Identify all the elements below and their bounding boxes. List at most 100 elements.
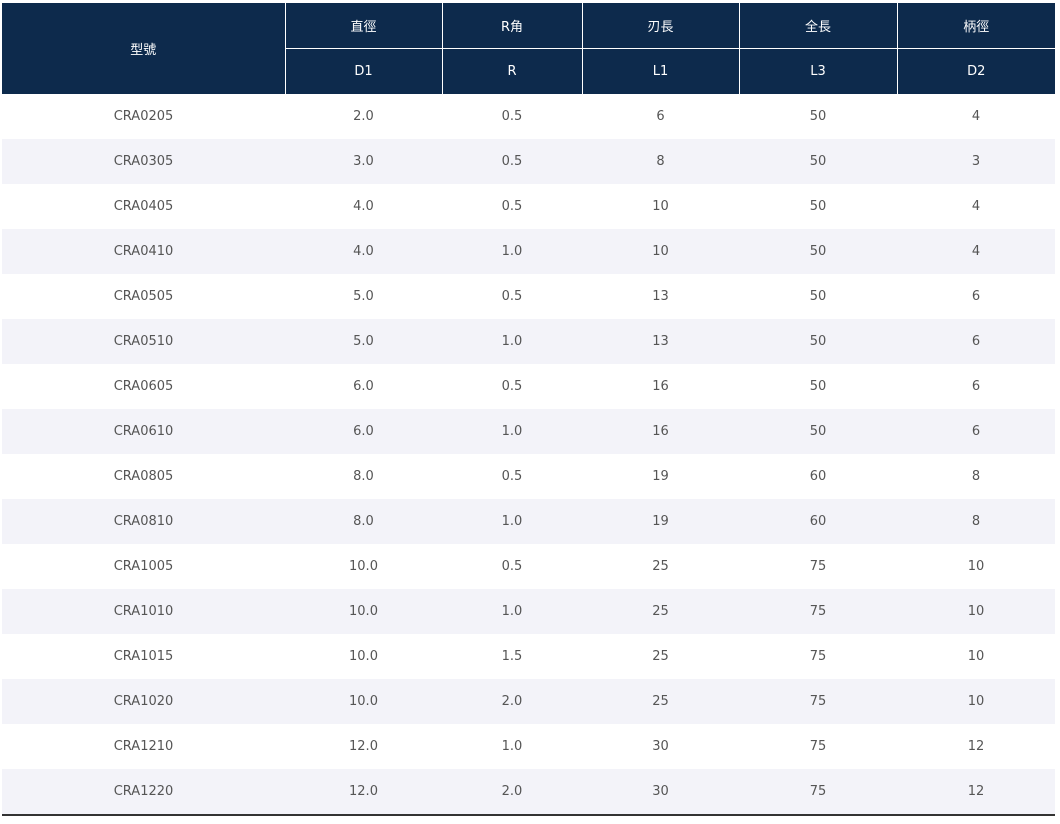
- cell-model: CRA1210: [2, 724, 285, 769]
- cell-d2: 4: [897, 94, 1055, 139]
- cell-model: CRA0610: [2, 409, 285, 454]
- cell-model: CRA1220: [2, 769, 285, 816]
- cell-d2: 10: [897, 544, 1055, 589]
- cell-l1: 6: [582, 94, 739, 139]
- cell-r: 0.5: [442, 274, 582, 319]
- cell-r: 1.0: [442, 229, 582, 274]
- cell-d2: 4: [897, 184, 1055, 229]
- cell-l3: 50: [739, 274, 897, 319]
- cell-d1: 6.0: [285, 364, 442, 409]
- table-row: CRA1210 12.0 1.0 30 75 12: [2, 724, 1055, 769]
- cell-l3: 50: [739, 139, 897, 184]
- cell-l1: 25: [582, 589, 739, 634]
- cell-d2: 6: [897, 274, 1055, 319]
- cell-l1: 10: [582, 184, 739, 229]
- table-row: CRA0505 5.0 0.5 13 50 6: [2, 274, 1055, 319]
- cell-l1: 25: [582, 679, 739, 724]
- table-row: CRA0405 4.0 0.5 10 50 4: [2, 184, 1055, 229]
- cell-l1: 13: [582, 274, 739, 319]
- cell-r: 1.5: [442, 634, 582, 679]
- cell-l1: 30: [582, 769, 739, 816]
- cell-d2: 6: [897, 409, 1055, 454]
- header-code-l1: L1: [581, 48, 739, 94]
- cell-l3: 60: [739, 499, 897, 544]
- cell-d1: 12.0: [285, 769, 442, 816]
- cell-l3: 50: [739, 364, 897, 409]
- cell-l3: 75: [739, 724, 897, 769]
- header-diameter: 直徑: [284, 3, 442, 49]
- cell-d1: 8.0: [285, 499, 442, 544]
- cell-d1: 10.0: [285, 679, 442, 724]
- cell-d2: 12: [897, 724, 1055, 769]
- cell-model: CRA0605: [2, 364, 285, 409]
- cell-l3: 75: [739, 679, 897, 724]
- cell-d1: 4.0: [285, 229, 442, 274]
- cell-model: CRA0410: [2, 229, 285, 274]
- table-row: CRA1005 10.0 0.5 25 75 10: [2, 544, 1055, 589]
- table-row: CRA0410 4.0 1.0 10 50 4: [2, 229, 1055, 274]
- cell-r: 1.0: [442, 319, 582, 364]
- cell-d1: 3.0: [285, 139, 442, 184]
- cell-l3: 75: [739, 634, 897, 679]
- cell-d2: 10: [897, 679, 1055, 724]
- cell-r: 0.5: [442, 544, 582, 589]
- cell-model: CRA0205: [2, 94, 285, 139]
- cell-model: CRA1010: [2, 589, 285, 634]
- cell-d2: 10: [897, 589, 1055, 634]
- header-overall-length: 全長: [738, 3, 897, 49]
- cell-d2: 8: [897, 454, 1055, 499]
- cell-r: 1.0: [442, 409, 582, 454]
- cell-l3: 50: [739, 409, 897, 454]
- cell-l1: 25: [582, 634, 739, 679]
- cell-l1: 10: [582, 229, 739, 274]
- cell-d1: 5.0: [285, 274, 442, 319]
- header-code-d2: D2: [896, 48, 1055, 94]
- table-row: CRA1015 10.0 1.5 25 75 10: [2, 634, 1055, 679]
- cell-model: CRA0305: [2, 139, 285, 184]
- cell-d1: 10.0: [285, 589, 442, 634]
- table-row: CRA0205 2.0 0.5 6 50 4: [2, 94, 1055, 139]
- cell-d2: 6: [897, 319, 1055, 364]
- table-row: CRA1220 12.0 2.0 30 75 12: [2, 769, 1055, 816]
- table-row: CRA0610 6.0 1.0 16 50 6: [2, 409, 1055, 454]
- cell-d2: 3: [897, 139, 1055, 184]
- cell-l1: 19: [582, 499, 739, 544]
- cell-model: CRA1020: [2, 679, 285, 724]
- cell-d2: 12: [897, 769, 1055, 816]
- cell-d1: 2.0: [285, 94, 442, 139]
- cell-l3: 50: [739, 94, 897, 139]
- cell-d1: 8.0: [285, 454, 442, 499]
- cell-r: 0.5: [442, 94, 582, 139]
- header-flute-length: 刃長: [581, 3, 739, 49]
- table-row: CRA1020 10.0 2.0 25 75 10: [2, 679, 1055, 724]
- table-row: CRA1010 10.0 1.0 25 75 10: [2, 589, 1055, 634]
- cell-l3: 50: [739, 184, 897, 229]
- cell-d2: 8: [897, 499, 1055, 544]
- cell-l3: 75: [739, 589, 897, 634]
- cell-model: CRA0405: [2, 184, 285, 229]
- cell-r: 2.0: [442, 769, 582, 816]
- header-code-r: R: [441, 48, 582, 94]
- cell-d1: 10.0: [285, 544, 442, 589]
- header-label-row: 型號 直徑 R角 刃長 全長 柄徑: [2, 3, 1055, 94]
- table-row: CRA0305 3.0 0.5 8 50 3: [2, 139, 1055, 184]
- table-row: CRA0810 8.0 1.0 19 60 8: [2, 499, 1055, 544]
- cell-model: CRA0510: [2, 319, 285, 364]
- cell-r: 2.0: [442, 679, 582, 724]
- cell-r: 1.0: [442, 724, 582, 769]
- cell-d1: 5.0: [285, 319, 442, 364]
- cell-r: 0.5: [442, 139, 582, 184]
- table-row: CRA0805 8.0 0.5 19 60 8: [2, 454, 1055, 499]
- cell-model: CRA1015: [2, 634, 285, 679]
- cell-l1: 16: [582, 409, 739, 454]
- cell-l1: 16: [582, 364, 739, 409]
- cell-model: CRA0810: [2, 499, 285, 544]
- cell-r: 1.0: [442, 499, 582, 544]
- cell-l3: 50: [739, 319, 897, 364]
- header-code-row: D1 R L1 L3 D2: [2, 48, 1055, 94]
- spec-table: 型號 直徑 R角 刃長 全長 柄徑 D1 R L1 L3 D2 CRA0205 2…: [2, 3, 1055, 816]
- cell-l3: 75: [739, 544, 897, 589]
- cell-r: 0.5: [442, 454, 582, 499]
- cell-d1: 4.0: [285, 184, 442, 229]
- table-body: CRA0205 2.0 0.5 6 50 4 CRA0305 3.0 0.5 8 50 3 CRA040…: [2, 94, 1055, 816]
